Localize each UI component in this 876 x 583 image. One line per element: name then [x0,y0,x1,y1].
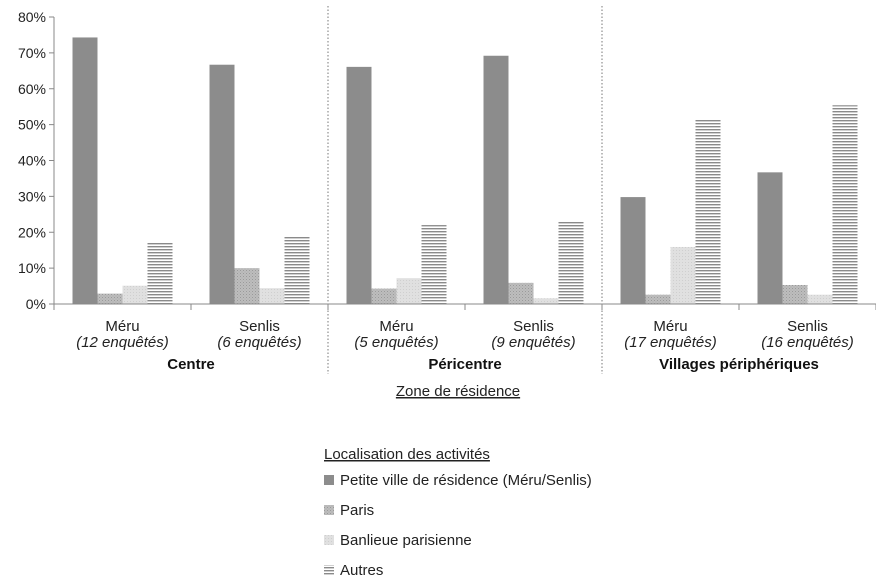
legend: Localisation des activités Petite ville … [324,446,592,579]
bar [209,64,235,305]
legend-swatch [324,565,334,575]
category-sublabel: (12 enquêtés) [76,334,169,351]
category-sublabel: (6 enquêtés) [217,334,301,351]
bar [807,294,833,304]
category-sublabel: (16 enquêtés) [761,334,854,351]
bar [72,37,98,304]
legend-label: Paris [340,502,374,519]
y-axis: 0% 10% 20% 30% 40% 50% 60% 70% 80% [18,9,55,312]
bar [620,197,646,304]
bar [558,221,584,304]
bar [396,278,422,304]
bar [508,282,534,304]
legend-swatch [324,535,334,545]
bar [670,246,696,304]
bar [122,285,148,304]
category-label: Senlis [787,318,828,335]
bar [147,242,173,304]
category-label: Senlis [513,318,554,335]
bar [695,119,721,304]
y-tick-label: 30% [18,188,46,204]
y-tick-label: 20% [18,224,46,240]
y-tick-label: 50% [18,117,46,133]
group-label: Péricentre [428,356,501,373]
bar [97,293,123,304]
bar [782,284,808,304]
bar [832,105,858,304]
category-label: Méru [653,318,687,335]
group-label: Centre [167,356,215,373]
legend-label: Autres [340,562,383,579]
category-label: Méru [379,318,413,335]
legend-label: Petite ville de résidence (Méru/Senlis) [340,472,592,489]
y-tick-label: 0% [26,296,46,312]
y-tick-label: 60% [18,81,46,97]
legend-swatch [324,475,334,485]
bar [533,298,559,304]
y-tick-label: 40% [18,153,46,169]
category-sublabel: (9 enquêtés) [491,334,575,351]
legend-label: Banlieue parisienne [340,532,472,549]
x-axis: Méru(12 enquêtés)Senlis(6 enquêtés)Méru(… [53,303,876,373]
bar [483,55,509,305]
bar [421,225,447,304]
legend-title: Localisation des activités [324,446,490,463]
category-label: Senlis [239,318,280,335]
bar [645,294,671,304]
category-sublabel: (17 enquêtés) [624,334,717,351]
bar [346,66,372,305]
bar [757,172,783,304]
legend-swatch [324,505,334,515]
category-label: Méru [105,318,139,335]
y-tick-label: 10% [18,260,46,276]
x-axis-title: Zone de résidence [396,383,520,400]
bar [371,288,397,304]
y-tick-label: 80% [18,9,46,25]
bar [284,236,310,304]
bar [259,288,285,304]
bars [72,37,858,305]
y-tick-label: 70% [18,45,46,61]
bar [234,268,260,304]
category-sublabel: (5 enquêtés) [354,334,438,351]
group-label: Villages périphériques [659,356,819,373]
